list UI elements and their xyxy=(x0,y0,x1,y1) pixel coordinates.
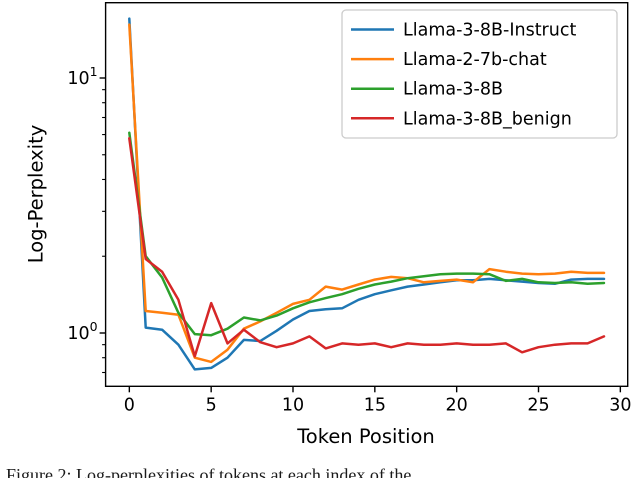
series-line-Llama-3-8B xyxy=(128,131,606,337)
legend-label-Llama-2-7b-chat: Llama-2-7b-chat xyxy=(403,50,547,70)
legend: Llama-3-8B-Instruct Llama-2-7b-chat Llama-… xyxy=(341,9,618,139)
x-tick-label: 5 xyxy=(206,395,217,415)
x-tick-label: 0 xyxy=(124,395,135,415)
legend-label-Llama-3-8B-Instruct: Llama-3-8B-Instruct xyxy=(403,21,576,41)
series-line-Llama-2-7b-chat xyxy=(128,23,606,364)
y-tick-label: 101 xyxy=(67,64,97,89)
y-axis-ticks: 100 101 xyxy=(67,64,106,374)
x-tick-label: 15 xyxy=(364,395,386,415)
x-tick-label: 10 xyxy=(282,395,304,415)
y-axis-label: Log-Perplexity xyxy=(24,124,48,264)
y-tick-label: 100 xyxy=(67,319,97,344)
x-axis-label: Token Position xyxy=(297,425,435,448)
series-line-Llama-3-8B_benign xyxy=(128,137,606,358)
legend-frame xyxy=(341,9,618,139)
caption-cropped: Figure 2: Log-perplexities of tokens at … xyxy=(6,465,412,478)
x-tick-label: 25 xyxy=(527,395,549,415)
x-tick-label: 30 xyxy=(609,395,631,415)
legend-label-Llama-3-8B: Llama-3-8B xyxy=(403,80,503,100)
series-line-Llama-3-8B-Instruct xyxy=(128,17,606,371)
x-tick-label: 20 xyxy=(446,395,468,415)
x-axis-ticks: 0 5 10 15 20 25 30 xyxy=(124,386,631,415)
legend-label-Llama-3-8B_benign: Llama-3-8B_benign xyxy=(403,109,572,129)
plot-frame xyxy=(104,2,629,388)
